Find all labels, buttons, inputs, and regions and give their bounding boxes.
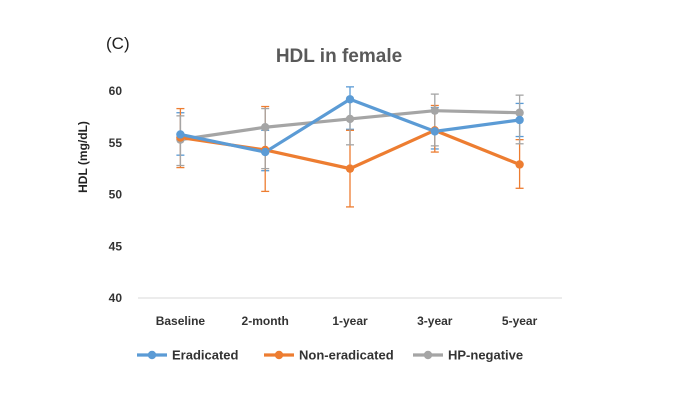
y-tick-label: 60 [109,84,123,98]
x-tick-label: 1-year [332,314,368,328]
data-point [176,130,185,139]
legend-item: Eradicated [137,348,239,363]
data-point [515,108,524,117]
chart-title: HDL in female [276,46,402,67]
legend-item: Non-eradicated [264,348,394,363]
legend-label: Non-eradicated [299,348,394,363]
data-point [345,164,355,173]
y-tick-label: 40 [109,291,123,305]
x-tick-label: Baseline [156,314,206,328]
x-tick-label: 3-year [417,314,453,328]
legend-label: HP-negative [448,348,523,363]
y-tick-label: 50 [109,188,123,202]
data-point [261,147,270,157]
data-point [345,95,355,104]
legend-item: HP-negative [413,348,523,363]
panel-label: (C) [106,34,130,53]
error-bars [176,86,524,208]
legend-label: Eradicated [172,348,239,363]
data-point [515,160,524,169]
data-point [430,106,439,115]
data-point [261,123,270,132]
y-axis-label: HDL (mg/dL) [76,121,90,193]
error-bar [430,93,439,147]
error-bar [261,107,270,170]
data-point [515,115,524,125]
y-tick-label: 45 [109,239,123,253]
data-point [430,127,439,136]
legend-swatch-marker [423,350,433,360]
legend-swatch-marker [274,350,284,360]
x-tick-label: 2-month [242,314,289,328]
x-tick-label: 5-year [502,314,538,328]
y-axis-ticks: 40 45 50 55 60 [109,84,123,305]
series-points [176,95,524,173]
x-axis-ticks: Baseline 2-month 1-year 3-year 5-year [156,314,538,328]
y-tick-label: 55 [109,136,123,150]
data-point [345,114,355,124]
legend: Eradicated Non-eradicated HP-negative [137,348,523,363]
legend-swatch-marker [147,350,157,360]
